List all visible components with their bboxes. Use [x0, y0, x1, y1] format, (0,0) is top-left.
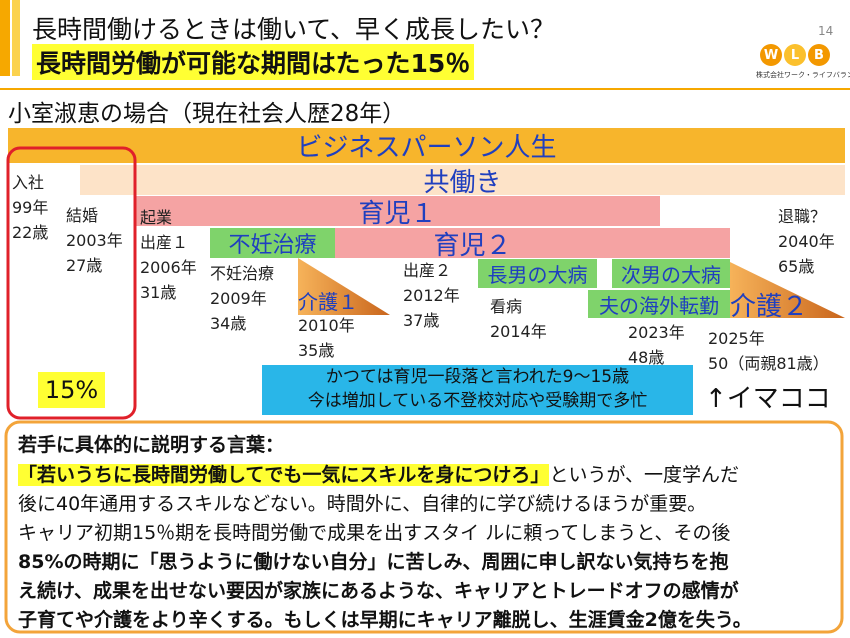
- event-line: 2014年: [490, 322, 547, 341]
- quote: 「若いうちに長時間労働してでも一気にスキルを身につけろ」: [18, 464, 550, 486]
- event-line: 2025年: [708, 329, 765, 348]
- case-title: 小室淑恵の場合（現在社会人歴28年）: [8, 101, 406, 127]
- green-box: 夫の海外転勤: [588, 290, 730, 318]
- event-line: 不妊治療: [210, 264, 275, 283]
- title: 長時間働けるときは働いて、早く成長したい？: [32, 15, 556, 44]
- logo: W L B: [760, 44, 830, 66]
- event: 2023年 48歳: [628, 320, 685, 370]
- event: 看病 2014年: [490, 294, 547, 344]
- event-line: 看病: [490, 297, 523, 316]
- explanation-frame: [4, 420, 844, 634]
- event: 不妊治療 2009年 34歳: [210, 261, 274, 336]
- event-line: 出産１: [140, 233, 189, 252]
- event-line: 2023年: [628, 323, 685, 342]
- event-line: 出産２: [403, 261, 452, 280]
- event: 出産２ 2012年 37歳: [403, 258, 460, 333]
- event-line: 結婚: [66, 206, 99, 225]
- explanation-heading: 若手に具体的に説明する言葉：: [18, 434, 285, 456]
- subtitle: 長時間労働が可能な期間はたった15％: [32, 44, 475, 80]
- accent-bar: [0, 0, 10, 76]
- period-frame: [6, 146, 137, 420]
- event-line: 起業: [140, 208, 173, 227]
- logo-company: 株式会社ワーク・ライフバランス: [756, 71, 850, 79]
- percent-label: 15%: [38, 372, 105, 408]
- explanation-line: 子育てや介護をより辛くする。もしくは早期にキャリア離脱し、生涯賃金2億を失う。: [18, 609, 752, 631]
- event-line: 65歳: [778, 257, 815, 276]
- bar: ビジネスパーソン人生: [8, 128, 845, 163]
- header-rule: [0, 88, 850, 90]
- event-line: 35歳: [298, 341, 335, 360]
- care-triangle: [298, 258, 390, 315]
- explanation-line: え続け、成果を出せない要因が家族にあるような、キャリアとトレードオフの感情が: [18, 580, 739, 602]
- green-box: 次男の大病: [612, 259, 730, 288]
- text: というが、一度学んだ: [549, 464, 740, 486]
- bar: 共働き: [80, 165, 845, 198]
- event-line: 31歳: [140, 283, 177, 302]
- event: 退職？ 2040年 65歳: [778, 204, 835, 279]
- logo-letter: W: [760, 44, 782, 66]
- note-line: 今は増加している不登校対応や受験期で多忙: [307, 391, 648, 411]
- green-box: 長男の大病: [478, 259, 597, 288]
- event-line: 48歳: [628, 348, 665, 367]
- logo-letter: L: [784, 44, 806, 66]
- event-line: 2009年: [210, 289, 267, 308]
- accent-bar: [12, 0, 20, 76]
- event: 結婚 2003年 27歳: [66, 203, 123, 278]
- event-line: 27歳: [66, 256, 103, 275]
- event-line: 2003年: [66, 231, 123, 250]
- event-line: 99年: [12, 198, 49, 217]
- event-line: 34歳: [210, 314, 247, 333]
- care-triangle: [730, 262, 845, 318]
- care-label: 介護２: [730, 292, 809, 322]
- event: 入社 99年 22歳: [12, 170, 48, 245]
- event-line: 50（両親81歳）: [708, 354, 829, 373]
- explanation-line: 「若いうちに長時間労働してでも一気にスキルを身につけろ」というが、一度学んだ: [18, 460, 739, 487]
- event-line: 2006年: [140, 258, 197, 277]
- green-box: 不妊治療: [210, 228, 335, 258]
- event-line: 22歳: [12, 223, 49, 242]
- note-line: かつては育児一段落と言われた9～15歳: [325, 367, 630, 387]
- event: 2010年 35歳: [298, 313, 355, 363]
- explanation-line: 後に40年通用するスキルなどない。時間外に、自律的に学び続けるほうが重要。: [18, 493, 707, 515]
- event-line: 2040年: [778, 232, 835, 251]
- event-line: 2012年: [403, 286, 460, 305]
- event: 2025年 50（両親81歳）: [708, 326, 829, 376]
- note-box: かつては育児一段落と言われた9～15歳 今は増加している不登校対応や受験期で多忙: [262, 365, 693, 415]
- event: 起業出産１ 2006年 31歳: [140, 205, 197, 305]
- bar: 育児１: [135, 196, 660, 229]
- event-line: 37歳: [403, 311, 440, 330]
- event-line: 2010年: [298, 316, 355, 335]
- here-marker: ↑イマココ: [705, 384, 831, 414]
- explanation-line: 85%の時期に「思うように働けない自分」に苦しみ、周囲に申し訳ない気持ちを抱: [18, 551, 729, 573]
- event-line: 退職？: [778, 207, 827, 226]
- page-number: 14: [818, 24, 834, 38]
- explanation-line: キャリア初期15％期を長時間労働で成果を出すスタイ ルに頼ってしまうと、その後: [18, 522, 731, 544]
- logo-letter: B: [808, 44, 830, 66]
- event-line: 入社: [12, 173, 45, 192]
- care-label: 介護１: [298, 290, 358, 314]
